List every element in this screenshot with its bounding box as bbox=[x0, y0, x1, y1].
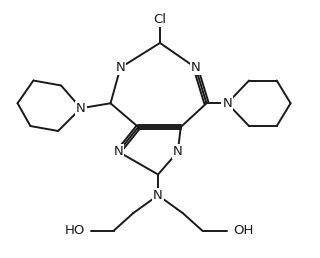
Text: N: N bbox=[191, 61, 201, 74]
Text: N: N bbox=[76, 102, 86, 115]
Text: N: N bbox=[173, 145, 183, 158]
Text: N: N bbox=[114, 145, 123, 158]
Text: OH: OH bbox=[233, 224, 253, 237]
Text: N: N bbox=[222, 97, 232, 110]
Text: Cl: Cl bbox=[154, 13, 166, 26]
Text: HO: HO bbox=[64, 224, 85, 237]
Text: N: N bbox=[116, 61, 125, 74]
Text: N: N bbox=[153, 189, 163, 202]
